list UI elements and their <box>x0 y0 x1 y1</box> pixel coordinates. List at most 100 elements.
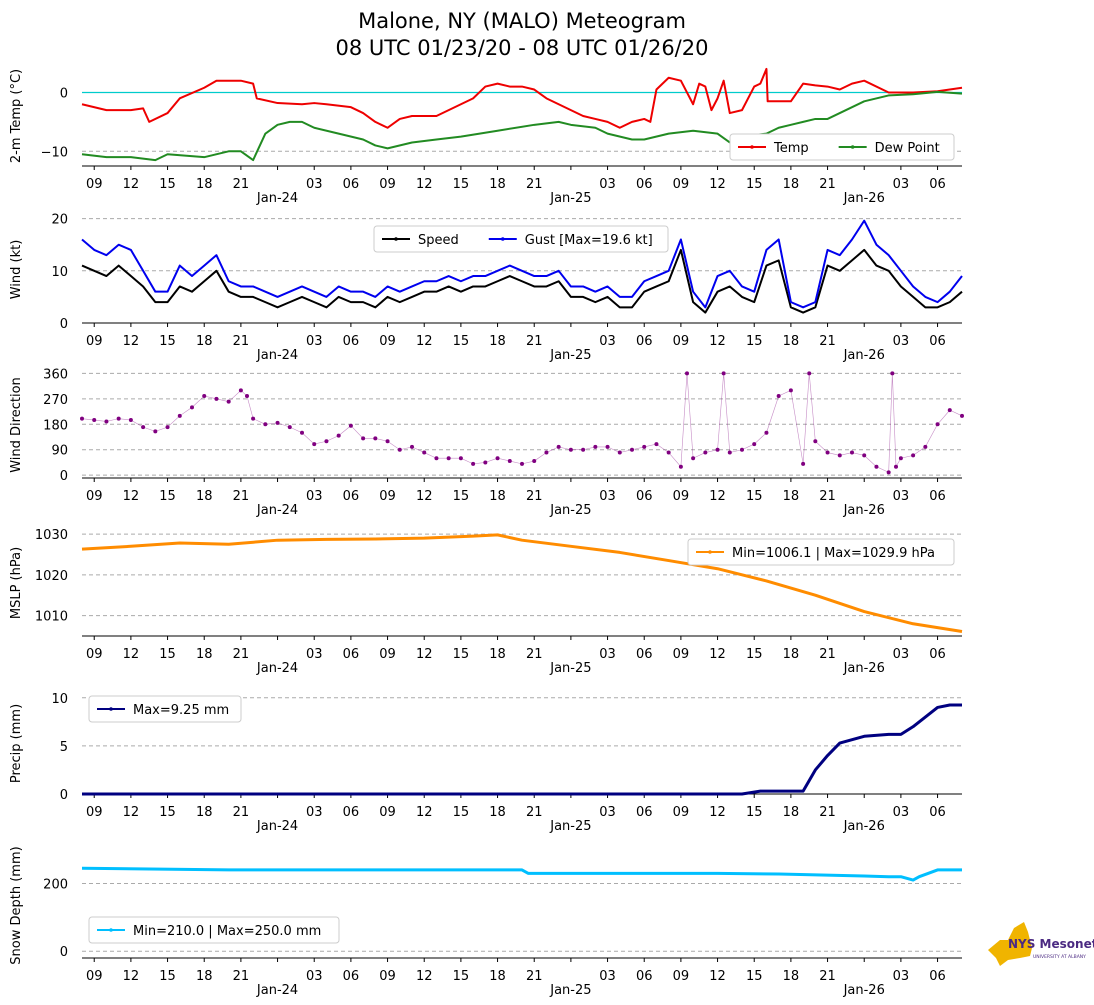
direction-point <box>104 419 109 424</box>
snow-xtick-label: 15 <box>746 969 763 984</box>
snow-xtick-label: 15 <box>453 969 470 984</box>
direction-point <box>397 447 402 452</box>
panels-group: −10 0 09 12 15 18 21 03 06 09 12 15 18 21 03 06 09 12 15 18… <box>9 67 964 998</box>
mslp-ytick-label: 1020 <box>35 569 68 584</box>
snow-xtick-label: 06 <box>929 969 946 984</box>
mslp-date-label: Jan-26 <box>843 661 885 676</box>
temp-xtick-label: 09 <box>673 177 690 192</box>
temp-xtick-label: 06 <box>636 177 653 192</box>
direction-point <box>458 456 463 461</box>
precip-xtick-label: 15 <box>453 805 470 820</box>
direction-ylabel: Wind Direction <box>9 377 24 473</box>
direction-point <box>128 418 133 423</box>
mslp-legend-label: Min=1006.1 | Max=1029.9 hPa <box>732 546 935 561</box>
precip-legend-marker <box>109 707 113 711</box>
mslp-ytick-label: 1010 <box>35 610 68 625</box>
precip-xtick-label: 09 <box>86 805 103 820</box>
direction-point <box>202 394 207 399</box>
precip-ylabel: Precip (mm) <box>9 704 24 783</box>
snow-ylabel: Snow Depth (mm) <box>9 846 24 964</box>
mslp-xtick-label: 09 <box>379 647 396 662</box>
panel-mslp: 1010 1020 1030 09 12 15 18 21 03 06 09 12 15 18 21 03 06… <box>9 528 963 676</box>
temp-xtick-label: 18 <box>783 177 800 192</box>
mslp-legend: Min=1006.1 | Max=1029.9 hPa <box>687 538 955 566</box>
precip-xtick-label: 15 <box>159 805 176 820</box>
temp-series-0 <box>81 67 963 129</box>
mslp-xtick-label: 18 <box>196 647 213 662</box>
direction-point <box>410 444 414 449</box>
direction-point <box>300 430 304 435</box>
wind-xtick-label: 21 <box>819 334 836 349</box>
direction-point <box>80 416 84 421</box>
precip-xtick-label: 03 <box>893 805 910 820</box>
direction-point <box>807 371 812 376</box>
direction-point <box>685 371 689 376</box>
direction-point <box>678 464 683 469</box>
direction-xtick-label: 18 <box>196 489 213 504</box>
wind-xtick-label: 15 <box>159 334 176 349</box>
direction-point <box>605 444 610 449</box>
direction-ytick-label: 90 <box>51 444 68 459</box>
temp-xtick-label: 09 <box>86 177 103 192</box>
direction-point <box>666 450 671 455</box>
temp-series-1 <box>81 90 963 162</box>
panel-snow: 0 200 09 12 15 18 21 03 06 09 12 15 18 21 03 06 09 12 15 18… <box>9 846 962 998</box>
wind-xtick-label: 03 <box>893 334 910 349</box>
direction-ytick-label: 180 <box>43 418 68 433</box>
mslp-xtick-label: 21 <box>819 647 836 662</box>
wind-xtick-label: 18 <box>196 334 213 349</box>
mslp-xtick-label: 06 <box>343 647 360 662</box>
precip-xtick-label: 18 <box>196 805 213 820</box>
temp-xtick-label: 06 <box>343 177 360 192</box>
panel-precip: 0 5 10 09 12 15 18 21 03 06 09 12 15 18 21 03 06 09 12 15 18… <box>9 692 962 834</box>
direction-xtick-label: 12 <box>709 489 726 504</box>
snow-legend: Min=210.0 | Max=250.0 mm <box>88 916 340 944</box>
panel-wind: 0 10 20 09 12 15 18 21 03 06 09 12 15 18 21 03 06 09 12 15 1… <box>9 213 963 363</box>
direction-point <box>801 461 806 466</box>
direction-date-label: Jan-24 <box>256 503 298 518</box>
wind-legend-label: Gust [Max=19.6 kt] <box>525 233 653 248</box>
snow-xtick-label: 09 <box>86 969 103 984</box>
mslp-xtick-label: 18 <box>783 647 800 662</box>
snow-xtick-label: 21 <box>526 969 543 984</box>
direction-point <box>92 418 97 423</box>
mslp-xtick-label: 15 <box>746 647 763 662</box>
direction-point <box>923 444 928 449</box>
direction-point <box>752 442 757 447</box>
direction-xtick-label: 21 <box>819 489 836 504</box>
direction-point <box>581 447 586 452</box>
mslp-xtick-label: 06 <box>929 647 946 662</box>
direction-point <box>813 439 818 444</box>
direction-xtick-label: 09 <box>86 489 103 504</box>
wind-xtick-label: 06 <box>343 334 360 349</box>
direction-point <box>691 456 696 461</box>
direction-point <box>153 429 158 434</box>
snow-date-label: Jan-24 <box>256 983 298 998</box>
precip-xtick-label: 21 <box>819 805 836 820</box>
wind-xtick-label: 03 <box>599 334 616 349</box>
snow-xtick-label: 06 <box>636 969 653 984</box>
wind-xtick-label: 15 <box>453 334 470 349</box>
precip-xtick-label: 18 <box>783 805 800 820</box>
snow-legend-marker <box>109 928 113 932</box>
precip-legend: Max=9.25 mm <box>88 695 242 723</box>
snow-date-label: Jan-25 <box>549 983 591 998</box>
mslp-xtick-label: 03 <box>893 647 910 662</box>
direction-point <box>190 405 194 410</box>
direction-ytick-label: 270 <box>43 393 68 408</box>
snow-xtick-label: 03 <box>599 969 616 984</box>
precip-ytick-label: 0 <box>60 788 68 803</box>
chart-title-line1: Malone, NY (MALO) Meteogram <box>358 9 686 33</box>
direction-point <box>740 447 744 452</box>
snow-series-0 <box>81 866 962 882</box>
precip-xtick-label: 03 <box>599 805 616 820</box>
direction-point <box>263 422 268 427</box>
direction-point <box>715 447 720 452</box>
snow-xtick-label: 18 <box>489 969 506 984</box>
temp-ytick-label: −10 <box>41 145 68 160</box>
direction-xtick-label: 15 <box>159 489 176 504</box>
direction-point <box>214 396 219 401</box>
direction-point <box>165 425 170 430</box>
mslp-xtick-label: 03 <box>306 647 323 662</box>
wind-xtick-label: 21 <box>233 334 250 349</box>
